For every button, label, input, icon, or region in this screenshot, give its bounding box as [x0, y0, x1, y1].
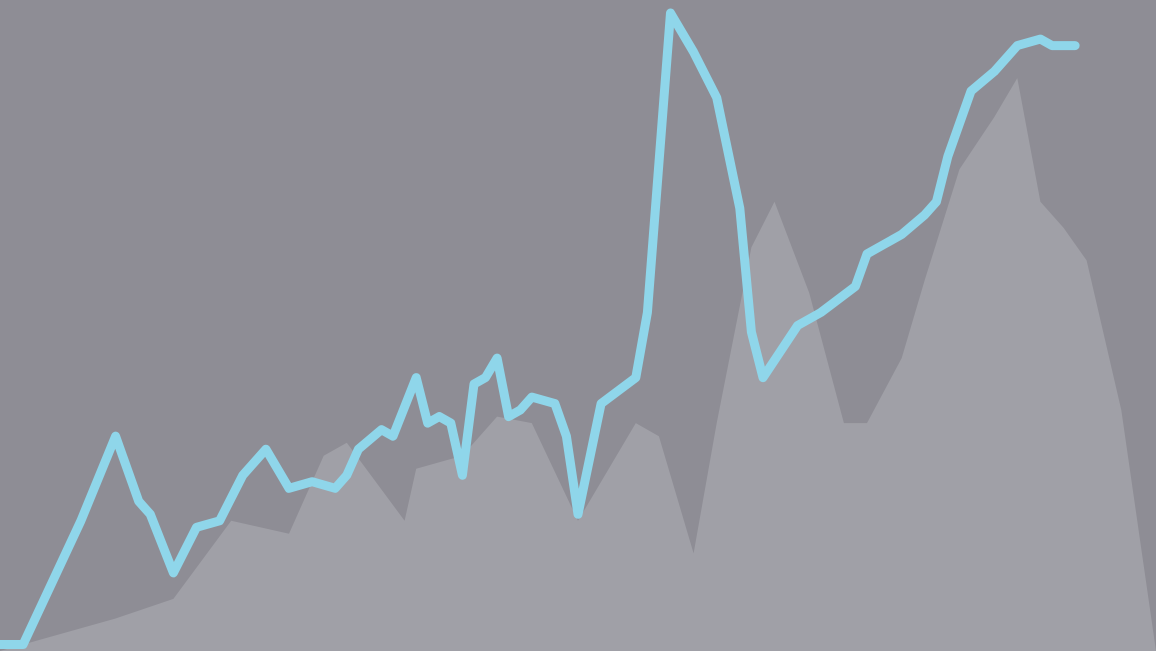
- line-point-44: [863, 250, 871, 258]
- line-point-9: [239, 471, 247, 479]
- line-point-2: [77, 517, 85, 525]
- line-point-49: [967, 87, 975, 95]
- line-point-28: [528, 393, 536, 401]
- line-point-26: [505, 413, 513, 421]
- line-point-36: [690, 48, 698, 56]
- line-point-46: [921, 211, 929, 219]
- line-point-23: [470, 380, 478, 388]
- line-point-54: [1071, 42, 1079, 50]
- line-point-39: [747, 328, 755, 336]
- area-series-0: [0, 78, 1156, 651]
- line-point-43: [851, 282, 859, 290]
- line-point-14: [343, 471, 351, 479]
- line-point-12: [308, 478, 316, 486]
- line-point-20: [435, 413, 443, 421]
- line-point-42: [817, 309, 825, 317]
- line-point-24: [482, 374, 490, 382]
- line-series-1: [0, 8, 1080, 649]
- line-point-5: [146, 510, 154, 518]
- line-point-21: [447, 419, 455, 427]
- line-point-45: [898, 230, 906, 238]
- line-point-17: [389, 432, 397, 440]
- line-point-48: [944, 152, 952, 160]
- line-point-16: [378, 426, 386, 434]
- series-layer: [0, 8, 1156, 651]
- line-point-30: [562, 432, 570, 440]
- line-point-15: [354, 445, 362, 453]
- line-point-18: [412, 374, 420, 382]
- line-point-52: [1036, 35, 1044, 43]
- line-point-25: [493, 354, 501, 362]
- line-point-8: [216, 517, 224, 525]
- line-point-13: [331, 484, 339, 492]
- line-point-41: [794, 322, 802, 330]
- line-point-53: [1048, 42, 1056, 50]
- line-point-37: [713, 94, 721, 102]
- line-point-31: [574, 510, 582, 518]
- line-point-6: [169, 569, 177, 577]
- line-point-27: [516, 406, 524, 414]
- line-point-33: [632, 374, 640, 382]
- line-point-3: [112, 432, 120, 440]
- line-point-29: [551, 400, 559, 408]
- line-point-50: [990, 68, 998, 76]
- line-point-40: [759, 374, 767, 382]
- line-point-51: [1013, 42, 1021, 50]
- line-point-19: [424, 419, 432, 427]
- line-point-32: [597, 400, 605, 408]
- line-point-4: [135, 497, 143, 505]
- line-point-22: [458, 471, 466, 479]
- line-point-34: [643, 309, 651, 317]
- line-point-7: [193, 523, 201, 531]
- line-point-35: [667, 9, 675, 17]
- line-point-38: [736, 204, 744, 212]
- line-point-11: [285, 484, 293, 492]
- line-point-1: [19, 641, 27, 649]
- line-point-47: [932, 198, 940, 206]
- line-point-10: [262, 445, 270, 453]
